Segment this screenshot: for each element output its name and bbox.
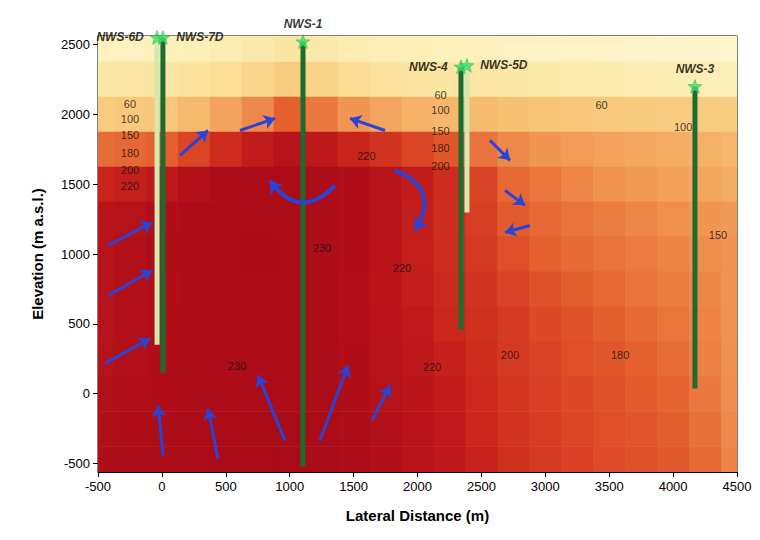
svg-text:2500: 2500	[467, 479, 496, 494]
svg-text:60: 60	[434, 89, 446, 101]
svg-text:4500: 4500	[723, 479, 752, 494]
svg-text:180: 180	[431, 142, 449, 154]
svg-text:0: 0	[158, 479, 165, 494]
svg-text:220: 220	[357, 150, 375, 162]
svg-text:NWS-6D: NWS-6D	[96, 30, 144, 44]
svg-text:-500: -500	[64, 456, 90, 471]
svg-text:3500: 3500	[595, 479, 624, 494]
svg-text:1500: 1500	[61, 177, 90, 192]
svg-text:-500: -500	[85, 479, 111, 494]
svg-text:2500: 2500	[61, 37, 90, 52]
svg-text:200: 200	[501, 349, 519, 361]
svg-text:Lateral Distance (m): Lateral Distance (m)	[346, 507, 489, 524]
svg-text:100: 100	[674, 121, 692, 133]
svg-text:4000: 4000	[659, 479, 688, 494]
svg-text:500: 500	[68, 316, 90, 331]
svg-text:2000: 2000	[61, 107, 90, 122]
svg-text:150: 150	[121, 129, 139, 141]
svg-text:180: 180	[121, 147, 139, 159]
svg-text:220: 220	[121, 180, 139, 192]
svg-text:500: 500	[215, 479, 237, 494]
svg-text:60: 60	[595, 99, 607, 111]
svg-text:3000: 3000	[531, 479, 560, 494]
svg-text:200: 200	[431, 160, 449, 172]
svg-text:100: 100	[431, 104, 449, 116]
svg-text:NWS-4: NWS-4	[409, 60, 448, 74]
svg-text:NWS-3: NWS-3	[676, 62, 715, 76]
svg-text:NWS-1: NWS-1	[284, 17, 323, 31]
svg-text:200: 200	[121, 164, 139, 176]
svg-text:Elevation (m a.s.l.): Elevation (m a.s.l.)	[29, 188, 46, 320]
svg-text:100: 100	[121, 113, 139, 125]
svg-text:NWS-7D: NWS-7D	[176, 30, 224, 44]
svg-text:60: 60	[124, 98, 136, 110]
svg-text:2000: 2000	[403, 479, 432, 494]
svg-text:0: 0	[83, 386, 90, 401]
svg-text:150: 150	[431, 125, 449, 137]
svg-text:180: 180	[611, 349, 629, 361]
svg-text:1500: 1500	[339, 479, 368, 494]
svg-text:1000: 1000	[61, 247, 90, 262]
svg-text:220: 220	[393, 262, 411, 274]
svg-text:1000: 1000	[275, 479, 304, 494]
svg-text:230: 230	[228, 360, 246, 372]
svg-text:150: 150	[709, 229, 727, 241]
svg-text:NWS-5D: NWS-5D	[480, 58, 528, 72]
svg-text:230: 230	[313, 242, 331, 254]
svg-text:220: 220	[423, 361, 441, 373]
